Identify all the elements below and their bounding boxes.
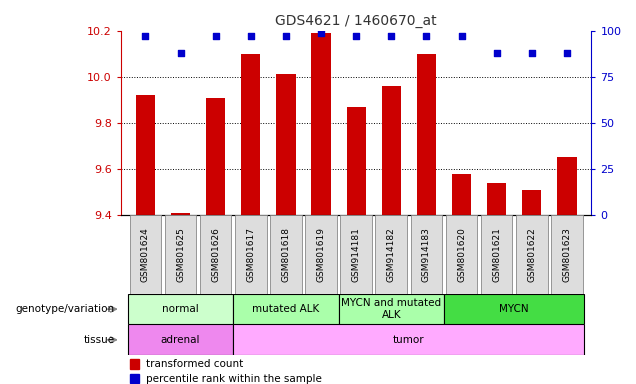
Text: GSM914183: GSM914183 — [422, 227, 431, 282]
Point — [316, 30, 326, 36]
FancyBboxPatch shape — [305, 215, 337, 294]
Text: GSM801623: GSM801623 — [562, 227, 571, 282]
FancyBboxPatch shape — [516, 215, 548, 294]
Point — [492, 50, 502, 56]
Point — [176, 50, 186, 56]
Point — [281, 33, 291, 39]
Text: tumor: tumor — [393, 335, 425, 345]
Text: adrenal: adrenal — [161, 335, 200, 345]
FancyBboxPatch shape — [130, 215, 162, 294]
Text: genotype/variation: genotype/variation — [15, 304, 114, 314]
Text: normal: normal — [162, 304, 199, 314]
Point — [421, 33, 431, 39]
Point — [141, 33, 151, 39]
Bar — [417, 54, 436, 215]
Text: GSM801617: GSM801617 — [246, 227, 255, 282]
Bar — [522, 190, 541, 215]
FancyBboxPatch shape — [375, 215, 407, 294]
Text: GSM801622: GSM801622 — [527, 227, 536, 282]
FancyBboxPatch shape — [444, 294, 584, 324]
Text: tissue: tissue — [83, 335, 114, 345]
Point — [386, 33, 396, 39]
Text: GSM801621: GSM801621 — [492, 227, 501, 282]
Point — [457, 33, 467, 39]
Text: transformed count: transformed count — [146, 359, 243, 369]
FancyBboxPatch shape — [446, 215, 478, 294]
FancyBboxPatch shape — [340, 215, 372, 294]
Text: GSM801619: GSM801619 — [317, 227, 326, 282]
Text: mutated ALK: mutated ALK — [252, 304, 319, 314]
Bar — [312, 33, 331, 215]
Point — [527, 50, 537, 56]
Bar — [347, 107, 366, 215]
Bar — [452, 174, 471, 215]
FancyBboxPatch shape — [165, 215, 197, 294]
Text: MYCN and mutated
ALK: MYCN and mutated ALK — [342, 298, 441, 320]
FancyBboxPatch shape — [128, 294, 233, 324]
Bar — [487, 183, 506, 215]
Text: GSM801618: GSM801618 — [281, 227, 291, 282]
Point — [562, 50, 572, 56]
FancyBboxPatch shape — [235, 215, 266, 294]
FancyBboxPatch shape — [551, 215, 583, 294]
Bar — [171, 213, 190, 215]
Text: MYCN: MYCN — [499, 304, 529, 314]
FancyBboxPatch shape — [128, 324, 233, 355]
Point — [351, 33, 361, 39]
Bar — [241, 54, 261, 215]
FancyBboxPatch shape — [481, 215, 513, 294]
Bar — [130, 359, 139, 369]
Title: GDS4621 / 1460670_at: GDS4621 / 1460670_at — [275, 14, 437, 28]
FancyBboxPatch shape — [200, 215, 232, 294]
FancyBboxPatch shape — [233, 324, 584, 355]
FancyBboxPatch shape — [338, 294, 444, 324]
Text: GSM801626: GSM801626 — [211, 227, 220, 282]
Bar — [135, 95, 155, 215]
Text: GSM801624: GSM801624 — [141, 227, 150, 282]
FancyBboxPatch shape — [270, 215, 301, 294]
Text: GSM801625: GSM801625 — [176, 227, 185, 282]
Point — [245, 33, 256, 39]
FancyBboxPatch shape — [233, 294, 338, 324]
Bar — [557, 157, 577, 215]
Text: GSM801620: GSM801620 — [457, 227, 466, 282]
Bar — [276, 74, 296, 215]
Text: GSM914182: GSM914182 — [387, 227, 396, 282]
Text: GSM914181: GSM914181 — [352, 227, 361, 282]
Text: percentile rank within the sample: percentile rank within the sample — [146, 374, 322, 384]
Bar — [206, 98, 225, 215]
FancyBboxPatch shape — [411, 215, 442, 294]
Bar — [382, 86, 401, 215]
Point — [211, 33, 221, 39]
Bar — [130, 374, 139, 384]
